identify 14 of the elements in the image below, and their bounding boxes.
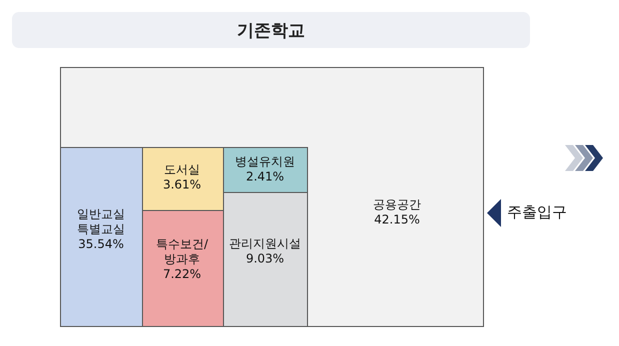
category-label: 관리지원시설 (229, 236, 301, 251)
category-label: 공용공간 (373, 198, 421, 212)
category-label: 특수보건/ 방과후 (156, 237, 209, 266)
data-label: 7.22% (162, 267, 202, 282)
data-label: 2.41% (246, 170, 284, 184)
data-label: 9.03% (246, 252, 284, 266)
data-label: 42.15% (374, 212, 420, 227)
category-label: 도서실 (164, 162, 200, 177)
data-label: 35.54% (78, 237, 124, 252)
category-label: 일반교실 특별교실 (77, 207, 125, 236)
category-label: 병설유치원 (235, 154, 295, 169)
data-label: 3.61% (162, 178, 202, 192)
text: 기존학교 (12, 12, 530, 48)
text: 주출입구 (507, 203, 567, 222)
